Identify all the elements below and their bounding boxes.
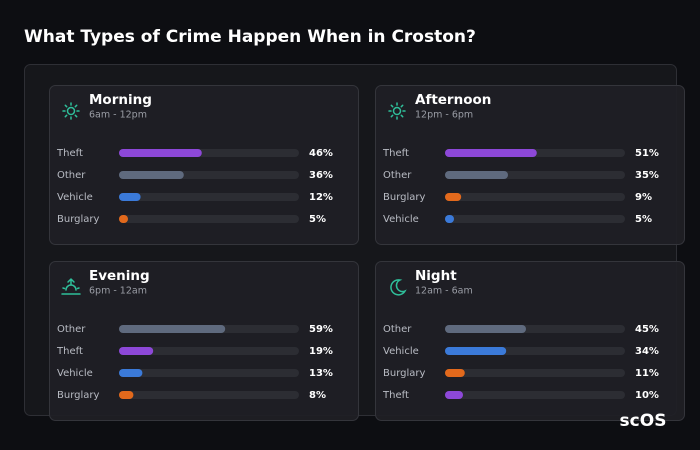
bar-track [119,391,299,399]
bar-label: Other [57,170,86,181]
bar-label: Other [383,170,412,181]
value-label: 12% [309,192,333,203]
bar-track [445,369,625,377]
bar-track [119,193,299,201]
bar [119,325,226,333]
bar-label: Vehicle [383,346,419,357]
panel-bg [375,85,685,245]
bar-label: Other [383,324,412,335]
panels: Morning 6am - 12pm Theft 46% Other 36% Vehicle… [49,85,685,421]
bar-label: Vehicle [383,214,419,225]
bar [445,193,462,201]
watermark: scOS [620,411,667,431]
bar [119,347,154,355]
bar-label: Burglary [383,368,425,379]
value-label: 9% [635,192,652,203]
value-label: 59% [309,324,333,335]
bar [119,171,184,179]
sun-icon [62,102,80,120]
icons [61,102,407,296]
moon-icon [390,279,407,296]
value-label: 46% [309,148,333,159]
value-label: 45% [635,324,659,335]
bar [445,369,465,377]
value-label: 34% [635,346,659,357]
page-title: What Types of Crime Happen When in Crost… [24,27,476,47]
bar-label: Vehicle [57,192,93,203]
bar [119,369,143,377]
bar-track [119,215,299,223]
panel-title: Evening [89,268,150,284]
bar-label: Burglary [57,214,99,225]
panel-subtitle: 12pm - 6pm [415,110,473,121]
bar-track [119,347,299,355]
value-label: 10% [635,390,659,401]
panel-subtitle: 6pm - 12am [89,286,147,297]
panel-subtitle: 6am - 12pm [89,110,147,121]
bar [445,149,537,157]
bar-label: Burglary [57,390,99,401]
value-label: 36% [309,170,333,181]
bar-track [445,215,625,223]
bar [445,325,526,333]
panel-title: Morning [89,92,152,108]
bar-label: Burglary [383,192,425,203]
value-label: 19% [309,346,333,357]
bar-label: Other [57,324,86,335]
value-label: 13% [309,368,333,379]
bar [119,391,134,399]
value-label: 8% [309,390,326,401]
bar-label: Theft [56,148,83,159]
panel-bg [375,261,685,421]
bar [445,171,508,179]
value-label: 51% [635,148,659,159]
bar-label: Theft [382,148,409,159]
bar-label: Theft [382,390,409,401]
panel-title: Night [415,268,457,284]
bar [119,149,202,157]
value-label: 35% [635,170,659,181]
panel-bg [49,85,359,245]
bar [119,215,128,223]
sunset-icon [61,277,81,295]
value-label: 5% [635,214,652,225]
panel-title: Afternoon [415,92,491,108]
bar [119,193,141,201]
value-label: 5% [309,214,326,225]
panel: Morning 6am - 12pm Theft 46% Other 36% Vehicle… [49,85,359,245]
bar-track [119,369,299,377]
panel-bg [49,261,359,421]
sun-icon [388,102,406,120]
panel-subtitle: 12am - 6am [415,286,473,297]
value-label: 11% [635,368,659,379]
bar-track [445,193,625,201]
panel: Afternoon 12pm - 6pm Theft 51% Other 35% Burgl… [375,85,685,245]
bar [445,215,454,223]
panel: Evening 6pm - 12am Other 59% Theft 19% Vehicle… [49,261,359,421]
bar-label: Vehicle [57,368,93,379]
panel: Night 12am - 6am Other 45% Vehicle 34% Burglar… [375,261,685,421]
bar [445,347,507,355]
bar-label: Theft [56,346,83,357]
bar [445,391,463,399]
bar-track [445,391,625,399]
